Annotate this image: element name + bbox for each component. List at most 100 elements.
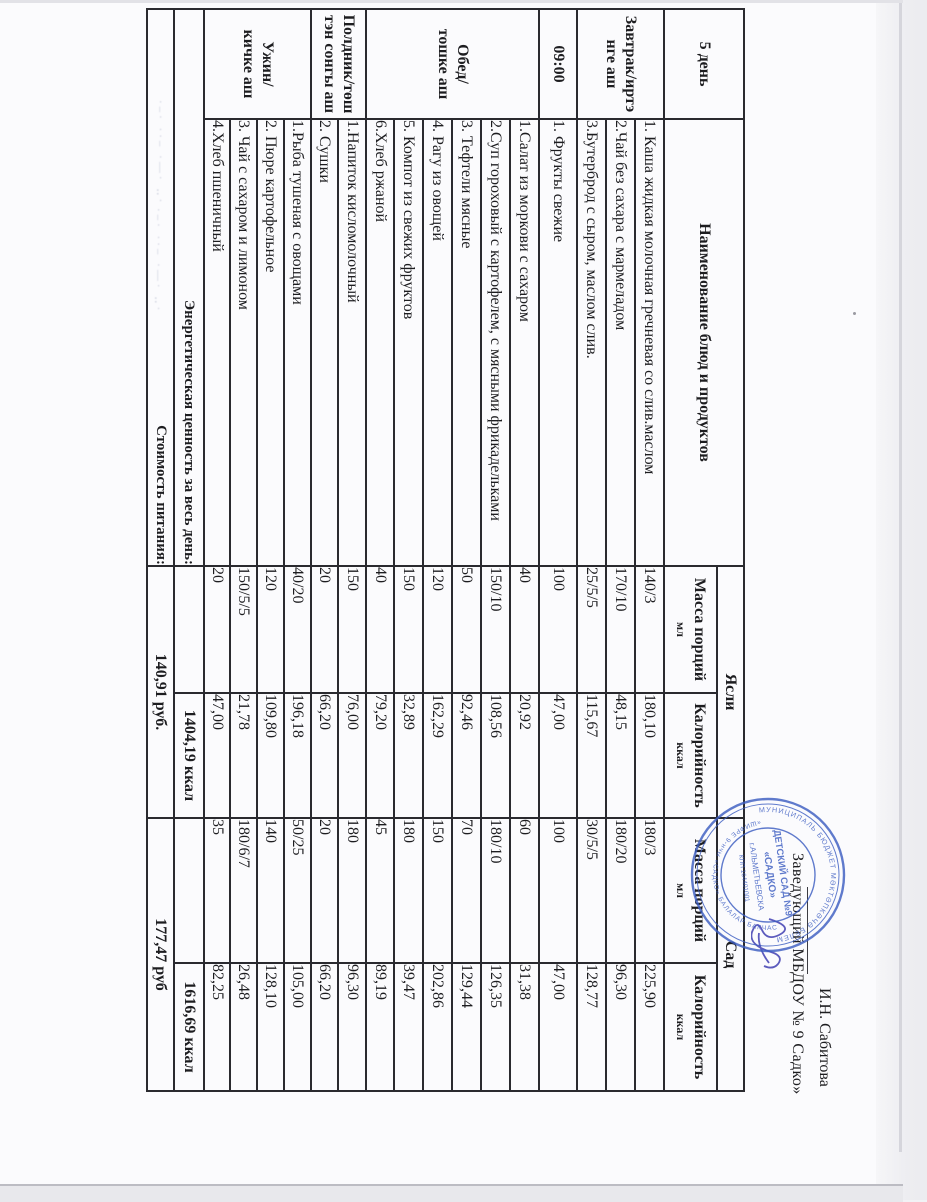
value-cell: 66,20 bbox=[311, 963, 338, 1092]
meal-label: Завтрак/иртэ нге аш bbox=[577, 9, 664, 119]
value-cell: 126,35 bbox=[481, 963, 510, 1092]
menu-row: 2. Сушки 20 66,20 20 66,20 bbox=[311, 9, 338, 1092]
value-cell: 129,44 bbox=[452, 963, 481, 1092]
total-value-cell bbox=[174, 818, 204, 964]
value-cell: 70 bbox=[452, 818, 481, 964]
value-cell: 109,80 bbox=[257, 693, 284, 819]
value-cell: 31,38 bbox=[510, 963, 539, 1092]
value-cell: 26,48 bbox=[230, 963, 257, 1092]
value-cell: 180/6/7 bbox=[230, 818, 257, 964]
value-cell: 89,19 bbox=[366, 963, 394, 1092]
total-value-cell: 1404,19 ккал bbox=[174, 693, 204, 819]
dish-name-cell: 2. Пюре картофельное bbox=[257, 119, 284, 566]
value-cell: 76,00 bbox=[338, 693, 366, 819]
menu-row: Завтрак/иртэ нге аш 1. Каша жидкая молочна… bbox=[577, 9, 664, 1092]
dish-name-cell: 2. Сушки bbox=[311, 119, 338, 566]
scan-speck bbox=[853, 312, 856, 315]
value-cell: 45 bbox=[366, 818, 394, 964]
menu-row: 4.Хлеб пшеничный 20 47,00 35 82,25 bbox=[204, 9, 230, 1092]
value-cell: 92,46 bbox=[452, 693, 481, 819]
value-cell: 150 bbox=[423, 818, 452, 964]
value-cell: 20 bbox=[311, 566, 338, 693]
value-cell: 40 bbox=[510, 566, 539, 693]
svg-text:КПП 164401001: КПП 164401001 bbox=[737, 854, 751, 902]
value-cell: 47,00 bbox=[539, 963, 577, 1092]
header-nursery: Ясли bbox=[717, 566, 744, 819]
value-cell: 150 bbox=[394, 566, 423, 693]
value-cell: 60 bbox=[510, 818, 539, 964]
value-cell: 150/10 bbox=[481, 566, 510, 693]
value-cell: 20,92 bbox=[510, 693, 539, 819]
header-cal-garden: Калорийность ккал bbox=[664, 963, 717, 1092]
dish-name-cell: 3. Чай с сахаром и лимоном bbox=[230, 119, 257, 566]
value-cell: 40 bbox=[366, 566, 394, 693]
value-cell: 50 bbox=[452, 566, 481, 693]
value-cell: 150/5/5 bbox=[230, 566, 257, 693]
dish-name-cell: 4.Хлеб пшеничный bbox=[204, 119, 230, 566]
value-cell: 79,20 bbox=[366, 693, 394, 819]
total-value-cell: 140,91 руб. bbox=[147, 566, 174, 819]
value-cell: 180 bbox=[338, 818, 366, 964]
value-cell: 100 bbox=[539, 566, 577, 693]
menu-row: 3. Тефтели мясные 50 92,46 70 129,44 bbox=[452, 9, 481, 1092]
menu-row: 2.Чай без сахара с мармеладом 170/10 48,15… bbox=[606, 9, 635, 1092]
menu-table: 5 день Наименование блюд и продуктов Ясл… bbox=[146, 8, 745, 1092]
menu-row: 6.Хлеб ржаной 40 79,20 45 89,19 bbox=[366, 9, 394, 1092]
meal-label: Ужин/кичке аш bbox=[204, 9, 311, 119]
value-cell: 128,10 bbox=[257, 963, 284, 1092]
dish-name-cell: 1. Фрукты свежие bbox=[539, 119, 577, 566]
value-cell: 140 bbox=[257, 818, 284, 964]
menu-row: 4. Рагу из овощей 120 162,29 150 202,86 bbox=[423, 9, 452, 1092]
value-cell: 100 bbox=[539, 818, 577, 964]
total-value-cell: 177,47 руб bbox=[147, 818, 174, 1092]
signature-name: И.Н. Сабитова bbox=[816, 988, 833, 1087]
value-cell: 162,29 bbox=[423, 693, 452, 819]
total-value-cell bbox=[174, 566, 204, 693]
value-cell: 140/3 bbox=[635, 566, 664, 693]
page-edge-line bbox=[899, 0, 902, 1152]
dish-name-cell: 3.Бутерброд с сыром, маслом слив. bbox=[577, 119, 606, 566]
value-cell: 180 bbox=[394, 818, 423, 964]
value-cell: 196,18 bbox=[284, 693, 311, 819]
value-cell: 96,30 bbox=[606, 963, 635, 1092]
meal-label: Обед/тошке аш bbox=[366, 9, 539, 119]
value-cell: 150 bbox=[338, 566, 366, 693]
header-mass-nursery: Масса порций мл bbox=[664, 566, 717, 693]
total-value-cell: 1616,69 ккал bbox=[174, 963, 204, 1092]
dish-name-cell: 3. Тефтели мясные bbox=[452, 119, 481, 566]
value-cell: 120 bbox=[423, 566, 452, 693]
header-cal-nursery: Калорийность ккал bbox=[664, 693, 717, 819]
dish-name-cell: 1. Каша жидкая молочная гречневая со сли… bbox=[635, 119, 664, 566]
value-cell: 120 bbox=[257, 566, 284, 693]
menu-row: 3. Чай с сахаром и лимоном 150/5/5 21,78 18… bbox=[230, 9, 257, 1092]
value-cell: 128,77 bbox=[577, 963, 606, 1092]
dish-name-cell: 6.Хлеб ржаной bbox=[366, 119, 394, 566]
scan-edge-top bbox=[0, 0, 903, 3]
header-dishes: Наименование блюд и продуктов bbox=[664, 119, 744, 566]
value-cell: 35 bbox=[204, 818, 230, 964]
value-cell: 66,20 bbox=[311, 693, 338, 819]
value-cell: 180/20 bbox=[606, 818, 635, 964]
value-cell: 225,90 bbox=[635, 963, 664, 1092]
menu-row: 5. Компот из свежих фруктов 150 32,89 180 39… bbox=[394, 9, 423, 1092]
meal-label: 09:00 bbox=[539, 9, 577, 119]
value-cell: 30/5/5 bbox=[577, 818, 606, 964]
value-cell: 21,78 bbox=[230, 693, 257, 819]
dish-name-cell: 5. Компот из свежих фруктов bbox=[394, 119, 423, 566]
menu-row: Ужин/кичке аш 1.Рыба тушеная с овощами 40/… bbox=[204, 9, 311, 1092]
handwritten-signature bbox=[751, 918, 786, 969]
scan-edge-bottom bbox=[0, 1184, 903, 1202]
bleed-through-marks: ·–· ··– ·—· ‥· bbox=[154, 100, 166, 206]
value-cell: 180/3 bbox=[635, 818, 664, 964]
value-cell: 40/20 bbox=[284, 566, 311, 693]
value-cell: 25/5/5 bbox=[577, 566, 606, 693]
value-cell: 50/25 bbox=[284, 818, 311, 964]
value-cell: 105,00 bbox=[284, 963, 311, 1092]
value-cell: 20 bbox=[204, 566, 230, 693]
value-cell: 32,89 bbox=[394, 693, 423, 819]
value-cell: 115,67 bbox=[577, 693, 606, 819]
dish-name-cell: 1.Напиток кисломолочный bbox=[338, 119, 366, 566]
paper-background bbox=[0, 0, 903, 1186]
value-cell: 47,00 bbox=[539, 693, 577, 819]
